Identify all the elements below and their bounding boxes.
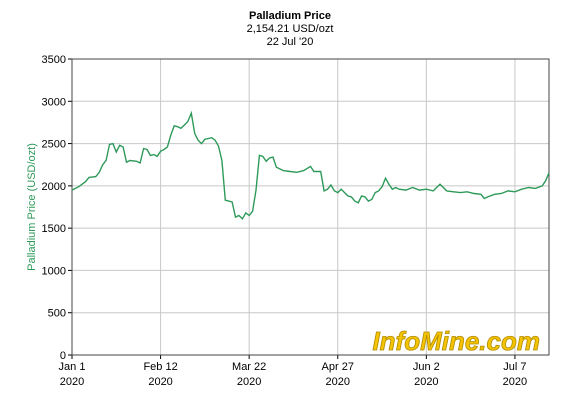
y-tick-label: 2500 [42,139,66,151]
price-line [71,110,550,220]
watermark: InfoMine.com [372,326,540,356]
plot-frame [71,58,550,356]
x-tick-label: Feb 12 2020 [143,361,178,388]
y-tick-label: 1000 [42,265,66,277]
chart-title: Palladium Price [249,10,331,22]
plot-area [72,59,549,355]
y-tick-label: 0 [60,350,66,362]
y-tick-label: 1500 [42,223,66,235]
y-tick-label: 3000 [42,96,66,108]
x-tick-label: Apr 27 2020 [321,361,354,388]
x-tick-label: Jul 7 2020 [502,361,528,388]
y-tick-label: 2000 [42,181,66,193]
chart-date: 22 Jul '20 [267,36,314,48]
y-tick-label: 500 [48,308,66,320]
y-axis-label: Palladium Price (USD/ozt) [26,143,38,271]
x-tick-label: Mar 22 2020 [232,361,267,388]
x-tick-label: Jun 2 2020 [412,361,440,388]
y-tick-label: 3500 [42,54,66,66]
chart-subtitle: 2,154.21 USD/ozt [247,23,334,35]
x-tick-label: Jan 1 2020 [58,361,86,388]
